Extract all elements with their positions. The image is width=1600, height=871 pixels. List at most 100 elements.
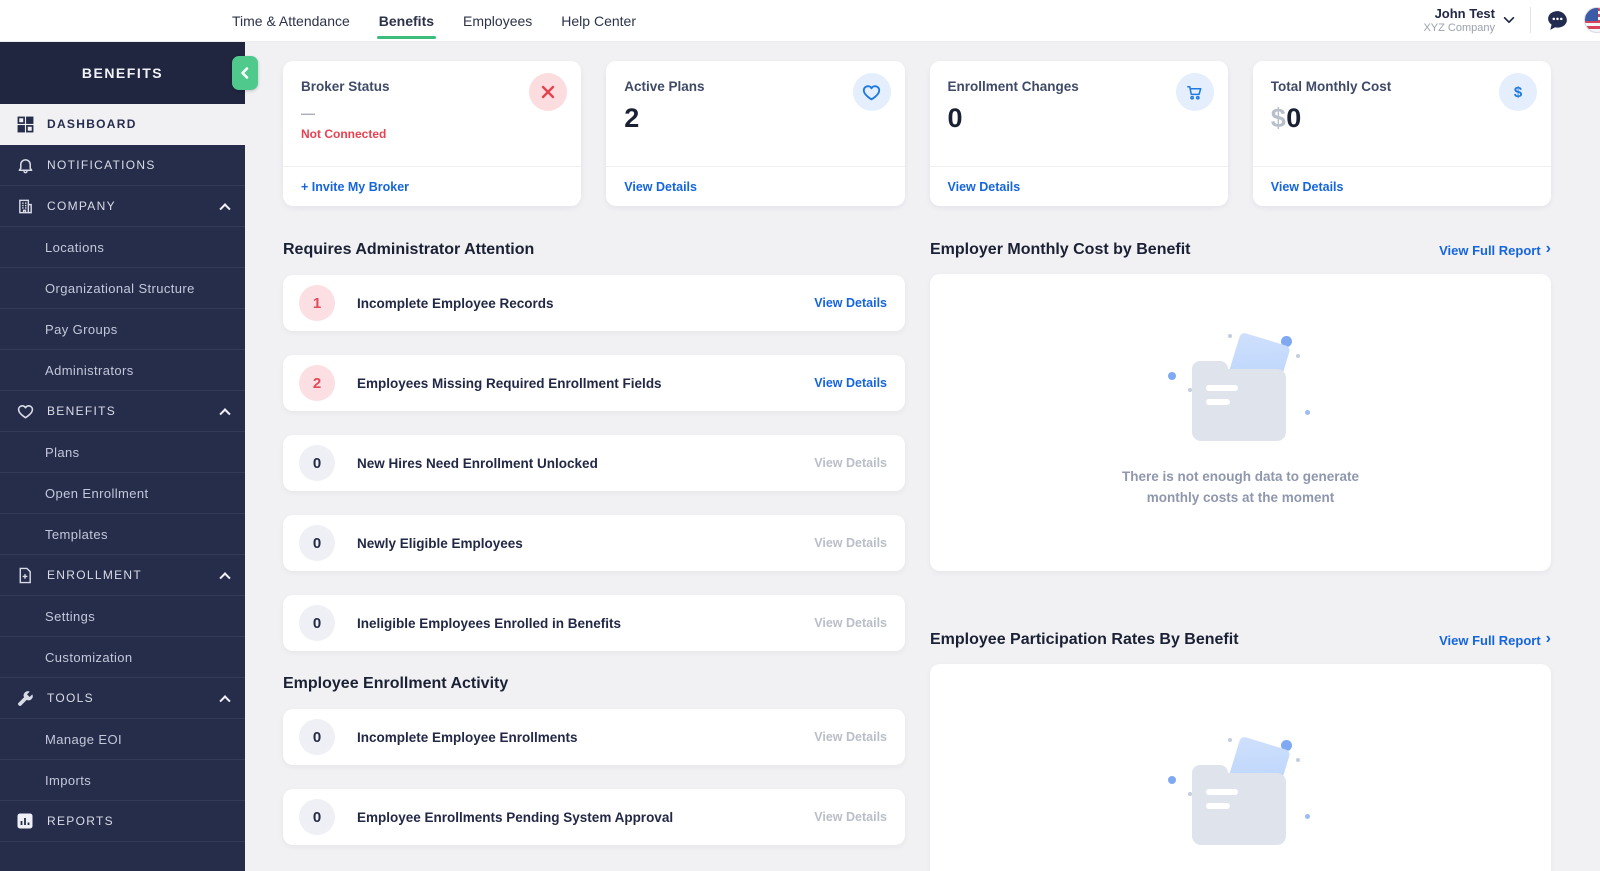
sidebar-item-label: Locations: [45, 239, 105, 255]
sidebar-item-label: Plans: [45, 444, 80, 460]
chevron-right-icon: ›: [1545, 630, 1551, 647]
sidebar-item-enrollment[interactable]: ENROLLMENT: [0, 555, 245, 596]
sidebar-collapse-button[interactable]: [232, 56, 258, 90]
sidebar: BENEFITS DASHBOARD NOTIFICATIONS: [0, 42, 258, 871]
link-label: View Full Report: [1439, 632, 1541, 648]
sidebar-item-benefits[interactable]: BENEFITS: [0, 391, 245, 432]
user-menu[interactable]: John Test XYZ Company: [1423, 5, 1495, 35]
sidebar-item-notifications[interactable]: NOTIFICATIONS: [0, 145, 245, 186]
sidebar-item-label: Pay Groups: [45, 321, 118, 337]
list-item-ineligible-enrolled: 0 Ineligible Employees Enrolled in Benef…: [283, 595, 905, 651]
document-plus-icon: [16, 566, 34, 584]
sidebar-item-company[interactable]: COMPANY: [0, 186, 245, 227]
nav-help-center[interactable]: Help Center: [561, 12, 636, 29]
nav-benefits[interactable]: Benefits: [376, 9, 437, 39]
folder-illustration: [1166, 735, 1316, 845]
sidebar-header: BENEFITS: [0, 42, 258, 104]
svg-text:$: $: [1514, 84, 1523, 101]
card-value: 0: [947, 103, 964, 133]
sidebar-item-open-enrollment[interactable]: Open Enrollment: [0, 473, 245, 514]
top-nav: Time & Attendance Benefits Employees Hel…: [230, 9, 638, 39]
view-details-link[interactable]: View Details: [814, 616, 887, 630]
total-monthly-cost-card: Total Monthly Cost $ $0 View Details: [1252, 61, 1551, 206]
count-badge: 0: [299, 719, 335, 755]
chat-bubble-icon[interactable]: [1545, 8, 1570, 33]
view-details-link[interactable]: View Details: [814, 376, 887, 390]
user-company: XYZ Company: [1423, 21, 1495, 34]
list-item-label: Incomplete Employee Enrollments: [357, 729, 578, 745]
view-details-link[interactable]: View Details: [814, 456, 887, 470]
view-details-link[interactable]: View Details: [814, 296, 887, 310]
view-details-link[interactable]: View Details: [947, 179, 1021, 194]
enrollment-changes-card: Enrollment Changes 0 View Details: [929, 61, 1228, 206]
sidebar-item-label: Manage EOI: [45, 731, 122, 747]
amount: 0: [1286, 103, 1302, 133]
chevron-down-icon[interactable]: [1502, 13, 1516, 27]
sidebar-menu: DASHBOARD NOTIFICATIONS COMPANY Location…: [0, 104, 245, 871]
view-details-link[interactable]: View Details: [814, 536, 887, 550]
invite-my-broker-link[interactable]: + Invite My Broker: [301, 179, 410, 194]
sidebar-item-label: TOOLS: [47, 691, 94, 705]
list-item-incomplete-enrollments: 0 Incomplete Employee Enrollments View D…: [283, 709, 905, 765]
main-content: Broker Status — Not Connected + Invite M…: [245, 42, 1600, 871]
nav-time-attendance[interactable]: Time & Attendance: [232, 12, 350, 29]
flag-avatar-icon[interactable]: [1584, 7, 1600, 34]
sidebar-item-label: Open Enrollment: [45, 485, 149, 501]
list-item-label: New Hires Need Enrollment Unlocked: [357, 455, 598, 471]
card-value: $0: [1271, 103, 1533, 134]
sidebar-item-pay-groups[interactable]: Pay Groups: [0, 309, 245, 350]
sidebar-item-manage-eoi[interactable]: Manage EOI: [0, 719, 245, 760]
sidebar-item-label: Customization: [45, 649, 133, 665]
sidebar-item-label: Templates: [45, 526, 108, 542]
chevron-up-icon: [219, 695, 231, 707]
sidebar-item-plans[interactable]: Plans: [0, 432, 245, 473]
sidebar-item-organizational-structure[interactable]: Organizational Structure: [0, 268, 245, 309]
sidebar-item-dashboard[interactable]: DASHBOARD: [0, 104, 245, 145]
folder-illustration: [1166, 331, 1316, 441]
card-title: Broker Status: [301, 79, 390, 94]
sidebar-item-administrators[interactable]: Administrators: [0, 350, 245, 391]
sidebar-item-templates[interactable]: Templates: [0, 514, 245, 555]
list-item-newly-eligible: 0 Newly Eligible Employees View Details: [283, 515, 905, 571]
reports-column: Employer Monthly Cost by Benefit View Fu…: [930, 241, 1551, 871]
monthly-cost-heading: Employer Monthly Cost by Benefit: [930, 241, 1191, 258]
count-badge: 1: [299, 285, 335, 321]
sidebar-item-locations[interactable]: Locations: [0, 227, 245, 268]
view-details-link[interactable]: View Details: [624, 179, 697, 194]
bell-icon: [16, 156, 34, 174]
sidebar-item-imports[interactable]: Imports: [0, 760, 245, 801]
participation-rates-heading: Employee Participation Rates By Benefit: [930, 631, 1239, 648]
sidebar-item-tools[interactable]: TOOLS: [0, 678, 245, 719]
view-details-link[interactable]: View Details: [814, 810, 887, 824]
monthly-cost-chart-card: There is not enough data to generate mon…: [930, 274, 1551, 571]
list-item-label: Employees Missing Required Enrollment Fi…: [357, 375, 662, 391]
sidebar-item-reports[interactable]: REPORTS: [0, 801, 245, 842]
list-item-incomplete-records: 1 Incomplete Employee Records View Detai…: [283, 275, 905, 331]
broker-status-card: Broker Status — Not Connected + Invite M…: [283, 61, 582, 206]
attention-column: Requires Administrator Attention 1 Incom…: [283, 241, 905, 871]
sidebar-item-customization[interactable]: Customization: [0, 637, 245, 678]
currency-symbol: $: [1270, 103, 1287, 133]
nav-employees[interactable]: Employees: [463, 12, 533, 29]
sidebar-item-settings[interactable]: Settings: [0, 596, 245, 637]
list-item-new-hires: 0 New Hires Need Enrollment Unlocked Vie…: [283, 435, 905, 491]
view-full-report-link[interactable]: View Full Report ›: [1439, 630, 1551, 648]
view-details-link[interactable]: View Details: [1270, 179, 1344, 194]
x-circle-icon: [529, 73, 568, 111]
divider: [1530, 7, 1531, 34]
sidebar-title: BENEFITS: [81, 65, 164, 81]
list-item-label: Newly Eligible Employees: [357, 535, 523, 551]
count-badge: 0: [299, 799, 335, 835]
card-title: Total Monthly Cost: [1270, 79, 1392, 94]
sidebar-item-label: Imports: [45, 772, 92, 788]
top-bar-right: John Test XYZ Company: [1423, 5, 1600, 35]
view-full-report-link[interactable]: View Full Report ›: [1439, 241, 1551, 258]
activity-heading: Employee Enrollment Activity: [283, 675, 509, 692]
chevron-up-icon: [219, 408, 231, 420]
card-placeholder-value: —: [301, 105, 315, 121]
view-details-link[interactable]: View Details: [814, 730, 887, 744]
user-name: John Test: [1434, 5, 1495, 21]
heart-icon: [16, 402, 34, 420]
sidebar-item-label: DASHBOARD: [47, 117, 137, 131]
count-badge: 0: [299, 605, 335, 641]
